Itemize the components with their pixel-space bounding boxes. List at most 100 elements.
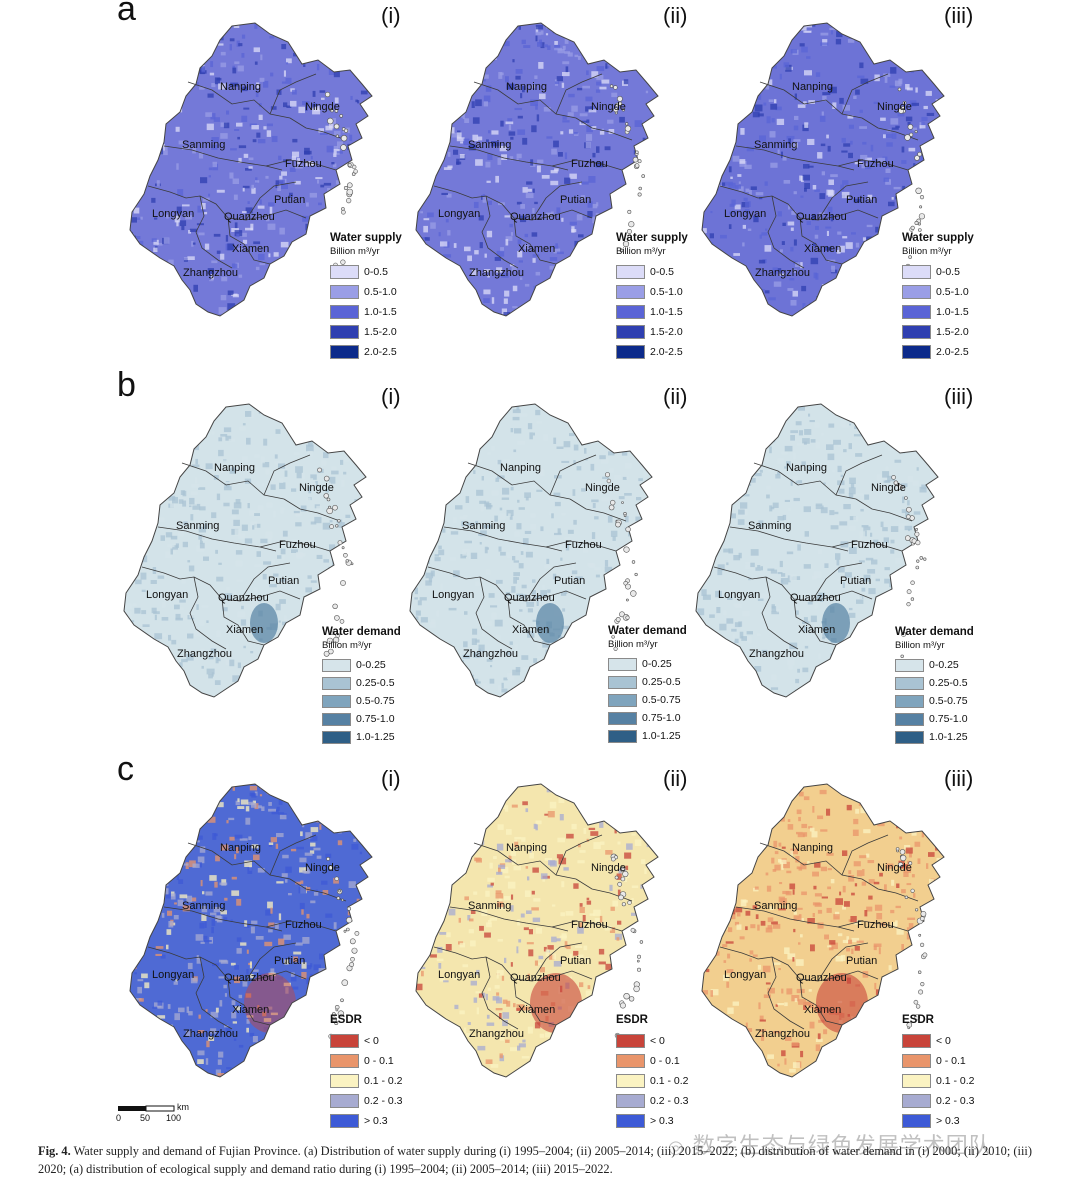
island	[328, 865, 334, 871]
caption-text: Water supply and demand of Fujian Provin…	[38, 1144, 1032, 1176]
legend-item: 0.75-1.0	[322, 710, 401, 728]
city-label: Ningde	[877, 862, 912, 874]
legend-swatch	[330, 1114, 359, 1128]
legend-item: < 0	[616, 1031, 689, 1051]
island	[915, 540, 921, 546]
map-b-iii: Nanping Ningde Sanming Fuzhou Putian Longyan Q…	[695, 403, 939, 698]
legend-label: 1.5-2.0	[936, 326, 969, 338]
city-label: Xiamen	[232, 243, 269, 255]
legend-item: 0-0.5	[616, 262, 688, 282]
city-label: Quanzhou	[510, 972, 561, 984]
city-boundary	[713, 566, 873, 602]
island	[334, 876, 339, 881]
island	[341, 207, 345, 211]
city-label: Sanming	[468, 139, 511, 151]
legend-label: 0.25-0.5	[929, 677, 968, 689]
island	[623, 514, 627, 517]
panel-letter-b: b	[117, 366, 136, 404]
legend-label: 0.1 - 0.2	[936, 1075, 975, 1087]
island	[897, 862, 904, 868]
legend-item: 1.5-2.0	[616, 322, 688, 342]
city-label: Fuzhou	[857, 158, 894, 170]
map-a-i: Nanping Ningde Sanming Fuzhou Putian Longyan Q…	[129, 22, 373, 317]
map-a-ii: Nanping Ningde Sanming Fuzhou Putian Longyan Q…	[415, 22, 659, 317]
legend-label: 1.0-1.25	[929, 731, 968, 743]
island	[605, 472, 611, 478]
island	[919, 205, 923, 209]
city-label: Zhangzhou	[749, 648, 804, 660]
legend-swatch	[608, 693, 637, 707]
legend-item: 0.75-1.0	[895, 710, 974, 728]
legend-item: 2.0-2.5	[902, 342, 974, 362]
legend-swatch	[330, 305, 359, 319]
legend-label: 0.5-1.0	[936, 286, 969, 298]
legend-unit: Billion m³/yr	[895, 640, 945, 651]
city-label: Quanzhou	[796, 972, 847, 984]
city-label: Zhangzhou	[469, 267, 524, 279]
city-label: Zhangzhou	[183, 267, 238, 279]
city-label: Quanzhou	[796, 211, 847, 223]
city-label: Nanping	[792, 842, 833, 854]
island	[920, 942, 925, 947]
legend-label: 1.5-2.0	[650, 326, 683, 338]
island	[346, 965, 353, 972]
column-label-b-iii: (iii)	[944, 384, 974, 409]
city-label: Putian	[846, 194, 877, 206]
legend-item: 0 - 0.1	[902, 1051, 975, 1071]
city-boundary	[269, 73, 317, 115]
city-label: Ningde	[877, 101, 912, 113]
legend-item: 0.5-1.0	[330, 282, 402, 302]
city-label: Sanming	[754, 139, 797, 151]
island	[913, 1014, 921, 1021]
legend-label: 0.2 - 0.3	[650, 1095, 689, 1107]
city-label: Sanming	[754, 900, 797, 912]
province-outline	[409, 403, 653, 698]
city-label: Longyan	[438, 969, 480, 981]
legend-label: 1.0-1.25	[356, 731, 395, 743]
island	[637, 192, 642, 197]
city-label: Quanzhou	[224, 972, 275, 984]
island	[914, 155, 920, 161]
city-boundary	[513, 217, 557, 265]
legend-item: 0.75-1.0	[608, 709, 687, 727]
legend-label: 0.5-0.75	[642, 694, 681, 706]
legend-unit: Billion m³/yr	[608, 639, 658, 650]
island	[905, 535, 911, 541]
province-outline	[129, 783, 373, 1078]
island	[625, 526, 631, 533]
island	[915, 1004, 921, 1009]
island	[347, 182, 353, 188]
legend-swatch	[330, 1034, 359, 1048]
island	[627, 209, 632, 214]
legend-label: > 0.3	[364, 1115, 388, 1127]
legend-label: 0.1 - 0.2	[650, 1075, 689, 1087]
island	[897, 87, 902, 92]
island	[606, 478, 612, 484]
city-boundary	[569, 498, 627, 522]
legend-unit: Billion m³/yr	[330, 246, 380, 257]
legend-item: 1.5-2.0	[902, 322, 974, 342]
scale-bar-graphic	[118, 1105, 175, 1112]
province-outline	[701, 783, 945, 1078]
city-label: Longyan	[718, 589, 760, 601]
scale-bar: km 0 50 100	[114, 1102, 204, 1127]
legend-swatch	[895, 730, 924, 744]
panel-letter-a: a	[117, 0, 136, 28]
city-boundary	[767, 195, 805, 269]
legend-title: Water demand	[608, 625, 687, 637]
column-label-c-i: (i)	[381, 766, 401, 791]
island	[904, 895, 909, 900]
legend-swatch	[608, 711, 637, 725]
island	[915, 908, 919, 912]
legend-item: 1.0-1.25	[322, 728, 401, 746]
legend-swatch	[608, 729, 637, 743]
legend-item: 0.1 - 0.2	[330, 1071, 403, 1091]
island	[614, 875, 619, 880]
city-label: Zhangzhou	[755, 267, 810, 279]
legend-swatch	[616, 1074, 645, 1088]
legend-label: 0 - 0.1	[364, 1055, 394, 1067]
city-boundary	[513, 978, 557, 1026]
island	[332, 1012, 336, 1016]
legend-supply-iii: Water supply Billion m³/yr 0-0.5 0.5-1.0…	[902, 231, 974, 362]
map-c-ii: Nanping Ningde Sanming Fuzhou Putian Longyan Q…	[415, 783, 659, 1078]
